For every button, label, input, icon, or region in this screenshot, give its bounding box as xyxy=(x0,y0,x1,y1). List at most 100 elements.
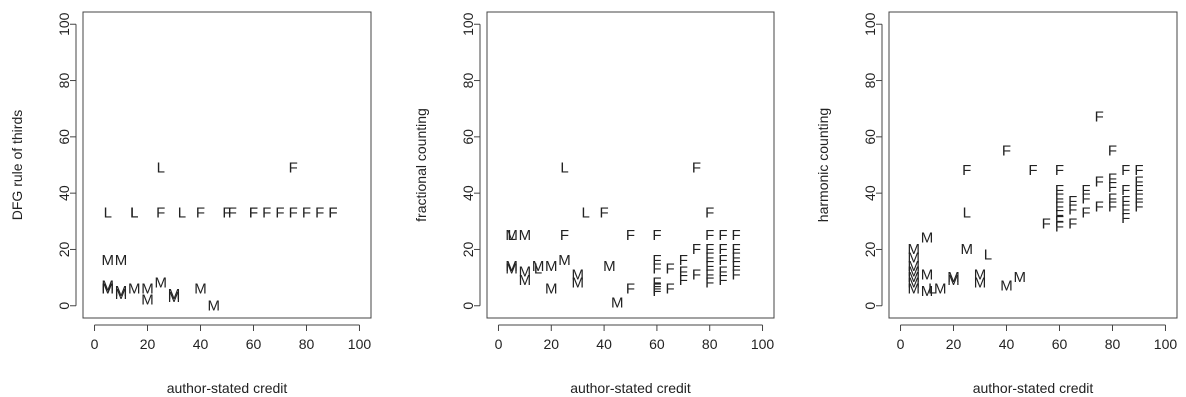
data-point: F xyxy=(652,261,661,278)
data-point: F xyxy=(1108,190,1117,207)
data-point: M xyxy=(102,252,115,269)
data-point: M xyxy=(115,283,128,300)
data-point: L xyxy=(581,204,589,221)
data-point: M xyxy=(908,241,921,258)
data-point: F xyxy=(222,204,231,221)
data-point: F xyxy=(666,261,675,278)
data-point: L xyxy=(984,247,992,264)
x-axis-label: author-stated credit xyxy=(973,380,1094,396)
data-point: F xyxy=(692,159,701,176)
x-tick-label: 40 xyxy=(999,336,1015,352)
data-point: L xyxy=(963,204,971,221)
y-tick-label: 0 xyxy=(862,302,878,310)
data-point: F xyxy=(249,204,258,221)
data-point: F xyxy=(1121,182,1130,199)
data-point: M xyxy=(1014,269,1027,286)
y-tick-label: 20 xyxy=(460,241,476,257)
data-point: F xyxy=(732,249,741,266)
data-point: F xyxy=(1055,213,1064,230)
data-point: F xyxy=(1121,210,1130,227)
data-point: M xyxy=(603,258,616,275)
data-point: M xyxy=(545,280,558,297)
y-tick-label: 60 xyxy=(460,129,476,145)
panel-fractional: 0 20 40 60 80 100 0 20 40 60 80 100 author-stated cr… xyxy=(413,11,775,396)
y-tick-label: 40 xyxy=(862,185,878,201)
data-point: F xyxy=(1134,173,1143,190)
data-point: F xyxy=(652,283,661,300)
data-point: M xyxy=(155,275,168,292)
data-point: M xyxy=(974,266,987,283)
data-point: F xyxy=(1108,199,1117,216)
data-point: F xyxy=(1108,171,1117,188)
data-point: F xyxy=(1134,199,1143,216)
x-tick-label: 0 xyxy=(91,336,99,352)
data-point: F xyxy=(705,227,714,244)
data-point: F xyxy=(1108,179,1117,196)
plot-box xyxy=(888,11,1178,319)
data-point: F xyxy=(692,266,701,283)
data-point: F xyxy=(1055,218,1064,235)
data-point: F xyxy=(302,204,311,221)
data-point: L xyxy=(534,261,542,278)
data-point: F xyxy=(249,204,258,221)
data-point: F xyxy=(679,263,688,280)
data-point: F xyxy=(652,227,661,244)
data-point: F xyxy=(315,204,324,221)
data-point: F xyxy=(1081,190,1090,207)
data-point: M xyxy=(611,294,624,311)
y-tick-label: 60 xyxy=(56,129,72,145)
y-tick-label: 80 xyxy=(460,73,476,89)
data-point: F xyxy=(705,258,714,275)
data-point: F xyxy=(718,272,727,289)
data-point: M xyxy=(571,275,584,292)
data-point: F xyxy=(705,266,714,283)
data-point: M xyxy=(208,297,221,314)
data-point: F xyxy=(626,280,635,297)
data-point: L xyxy=(178,204,186,221)
data-point: F xyxy=(560,227,569,244)
x-axis-label: author-stated credit xyxy=(167,380,288,396)
x-tick-label: 60 xyxy=(649,336,665,352)
data-point: F xyxy=(1081,182,1090,199)
data-point: F xyxy=(732,258,741,275)
x-tick-label: 40 xyxy=(193,336,209,352)
data-point: M xyxy=(908,249,921,266)
data-point: F xyxy=(732,266,741,283)
plot-box xyxy=(486,11,775,319)
data-point: M xyxy=(519,263,532,280)
data-point: M xyxy=(921,283,934,300)
y-axis-label: fractional counting xyxy=(413,108,429,222)
x-tick-label: 0 xyxy=(495,336,503,352)
data-point: F xyxy=(666,280,675,297)
y-tick-label: 80 xyxy=(862,73,878,89)
data-point: M xyxy=(168,289,181,306)
data-point: F xyxy=(705,204,714,221)
data-point: F xyxy=(692,241,701,258)
data-point: F xyxy=(1121,162,1130,179)
data-point: L xyxy=(508,227,516,244)
data-point: F xyxy=(1095,109,1104,126)
y-tick-label: 40 xyxy=(56,185,72,201)
x-tick-label: 100 xyxy=(348,336,372,352)
data-point: F xyxy=(1055,182,1064,199)
data-point: M xyxy=(505,261,518,278)
y-axis-label: harmonic counting xyxy=(815,108,831,222)
x-tick-label: 80 xyxy=(299,336,315,352)
data-point: F xyxy=(962,162,971,179)
data-point: M xyxy=(168,286,181,303)
plot-box xyxy=(82,11,372,319)
y-tick-label: 40 xyxy=(460,185,476,201)
y-tick-label: 60 xyxy=(862,129,878,145)
data-point: F xyxy=(1081,204,1090,221)
data-point: M xyxy=(505,227,518,244)
data-point: M xyxy=(141,280,154,297)
panel-dfg: 0 20 40 60 80 100 0 20 40 60 80 100 author-stated cr… xyxy=(9,11,372,396)
data-point: F xyxy=(1068,193,1077,210)
data-point: M xyxy=(545,258,558,275)
data-point: F xyxy=(1095,199,1104,216)
data-point: F xyxy=(718,263,727,280)
panel-harmonic: 0 20 40 60 80 100 0 20 40 60 80 100 author-stated cr… xyxy=(815,11,1178,396)
data-point: M xyxy=(974,275,987,292)
y-tick-label: 0 xyxy=(56,302,72,310)
x-tick-label: 20 xyxy=(140,336,156,352)
